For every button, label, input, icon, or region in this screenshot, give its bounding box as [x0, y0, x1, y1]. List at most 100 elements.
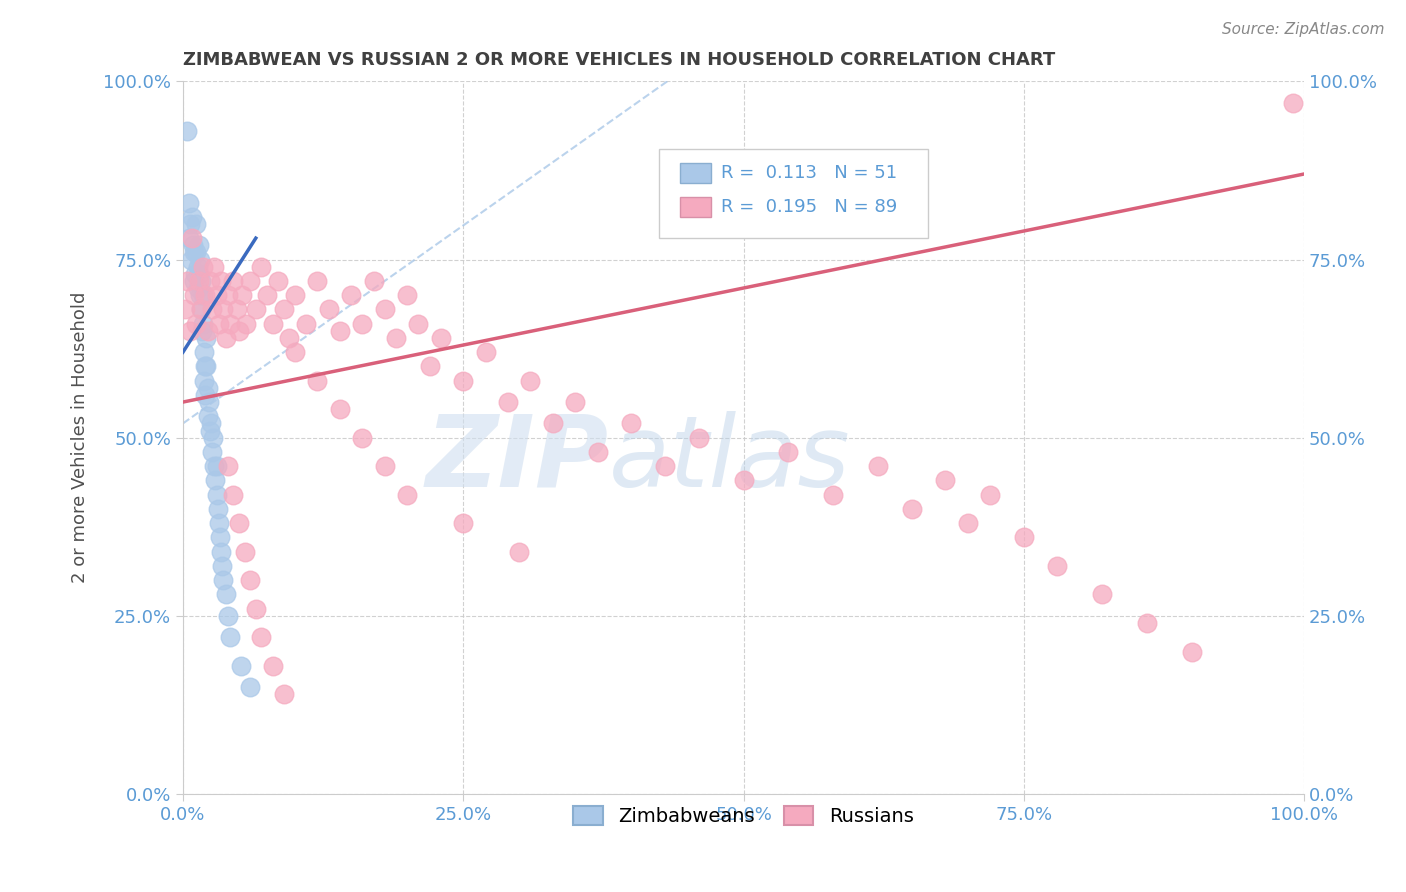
Point	[239, 573, 262, 587]
FancyBboxPatch shape	[679, 163, 711, 183]
Point	[194, 388, 217, 402]
Point	[181, 238, 204, 252]
Point	[193, 345, 215, 359]
Point	[318, 302, 340, 317]
Point	[183, 288, 205, 302]
Point	[198, 274, 221, 288]
Point	[197, 324, 219, 338]
Point	[197, 381, 219, 395]
Y-axis label: 2 or more Vehicles in Household: 2 or more Vehicles in Household	[72, 292, 89, 583]
Point	[186, 260, 208, 274]
Point	[204, 474, 226, 488]
Point	[256, 288, 278, 302]
Point	[207, 502, 229, 516]
Point	[396, 488, 419, 502]
Point	[262, 658, 284, 673]
Point	[187, 238, 209, 252]
Point	[208, 317, 231, 331]
Point	[519, 374, 541, 388]
Point	[688, 431, 710, 445]
Point	[496, 395, 519, 409]
Point	[233, 545, 256, 559]
Point	[474, 345, 496, 359]
Point	[197, 409, 219, 424]
Point	[183, 274, 205, 288]
Point	[202, 459, 225, 474]
Point	[174, 302, 197, 317]
Point	[956, 516, 979, 531]
Point	[177, 231, 200, 245]
Text: Source: ZipAtlas.com: Source: ZipAtlas.com	[1222, 22, 1385, 37]
Text: R =  0.113   N = 51: R = 0.113 N = 51	[721, 164, 897, 182]
Legend: Zimbabweans, Russians: Zimbabweans, Russians	[565, 798, 921, 834]
Text: ZIMBABWEAN VS RUSSIAN 2 OR MORE VEHICLES IN HOUSEHOLD CORRELATION CHART: ZIMBABWEAN VS RUSSIAN 2 OR MORE VEHICLES…	[183, 51, 1054, 69]
Point	[208, 531, 231, 545]
Point	[205, 488, 228, 502]
Point	[430, 331, 453, 345]
Point	[205, 288, 228, 302]
Point	[352, 431, 374, 445]
Point	[245, 302, 267, 317]
Point	[231, 288, 253, 302]
Point	[191, 288, 214, 302]
Point	[1012, 531, 1035, 545]
Point	[451, 516, 474, 531]
Point	[1046, 559, 1069, 574]
Point	[190, 302, 212, 317]
Point	[187, 274, 209, 288]
Point	[217, 608, 239, 623]
Point	[1181, 644, 1204, 658]
Point	[374, 459, 396, 474]
Point	[214, 587, 236, 601]
Point	[1136, 615, 1159, 630]
Point	[284, 345, 307, 359]
Point	[198, 424, 221, 438]
Point	[352, 317, 374, 331]
Point	[307, 274, 329, 288]
Point	[1091, 587, 1114, 601]
Point	[564, 395, 586, 409]
Point	[900, 502, 922, 516]
Point	[225, 302, 247, 317]
Point	[214, 331, 236, 345]
Point	[190, 302, 212, 317]
Point	[396, 288, 419, 302]
Point	[228, 516, 250, 531]
Point	[183, 245, 205, 260]
Point	[186, 245, 208, 260]
Point	[186, 281, 208, 295]
Point	[385, 331, 408, 345]
Point	[176, 124, 198, 138]
Point	[180, 252, 202, 267]
Point	[186, 217, 208, 231]
Point	[180, 231, 202, 245]
Point	[184, 267, 207, 281]
Point	[217, 288, 239, 302]
Point	[191, 260, 214, 274]
Point	[778, 445, 800, 459]
Text: R =  0.195   N = 89: R = 0.195 N = 89	[721, 198, 897, 216]
Point	[235, 317, 257, 331]
Point	[408, 317, 430, 331]
Point	[419, 359, 441, 374]
Point	[363, 274, 385, 288]
Point	[212, 302, 235, 317]
Point	[620, 417, 643, 431]
Point	[654, 459, 676, 474]
Point	[177, 195, 200, 210]
Point	[187, 267, 209, 281]
Point	[245, 601, 267, 615]
Point	[262, 317, 284, 331]
FancyBboxPatch shape	[679, 197, 711, 217]
Point	[193, 374, 215, 388]
Point	[180, 210, 202, 224]
Point	[541, 417, 564, 431]
Point	[209, 545, 232, 559]
Point	[191, 317, 214, 331]
Point	[273, 687, 295, 701]
Point	[278, 331, 301, 345]
Point	[1282, 95, 1305, 110]
Point	[823, 488, 845, 502]
Point	[222, 274, 245, 288]
Point	[201, 302, 224, 317]
